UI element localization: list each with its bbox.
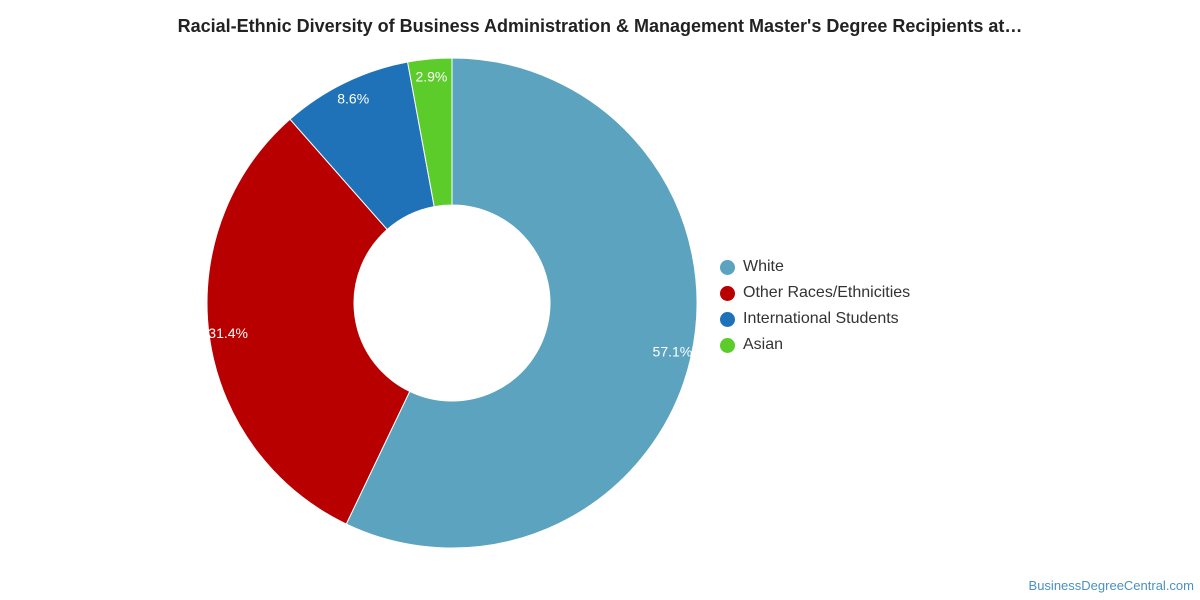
legend-swatch	[720, 285, 735, 301]
slice-value-label-international-students: 8.6%	[337, 90, 369, 106]
slice-value-label-white: 57.1%	[653, 344, 693, 360]
legend-label: Other Races/Ethnicities	[743, 284, 911, 301]
slice-white[interactable]	[345, 57, 698, 549]
legend-label: Asian	[743, 336, 784, 353]
legend-swatch	[720, 311, 735, 327]
legend-item-white[interactable]: White	[720, 254, 910, 280]
chart-legend: White Other Races/Ethnicities Internatio…	[720, 254, 910, 358]
legend-item-international-students[interactable]: International Students	[720, 306, 910, 332]
legend-label: International Students	[743, 310, 899, 327]
legend-label: White	[743, 258, 784, 275]
slice-value-label-other-races-ethnicities: 31.4%	[208, 325, 248, 341]
legend-swatch	[720, 259, 735, 275]
chart-title: Racial-Ethnic Diversity of Business Admi…	[177, 16, 1023, 36]
legend-swatch	[720, 337, 735, 353]
slice-value-label-asian: 2.9%	[415, 69, 447, 85]
donut-slices	[206, 57, 698, 549]
source-watermark[interactable]: BusinessDegreeCentral.com	[1028, 578, 1194, 593]
slice-other-races-ethnicities[interactable]	[206, 118, 411, 525]
legend-item-other-races[interactable]: Other Races/Ethnicities	[720, 280, 910, 306]
slice-asian[interactable]	[407, 57, 453, 208]
slice-labels: 57.1% 31.4% 8.6% 2.9%	[208, 69, 692, 360]
legend-item-asian[interactable]: Asian	[720, 332, 910, 358]
